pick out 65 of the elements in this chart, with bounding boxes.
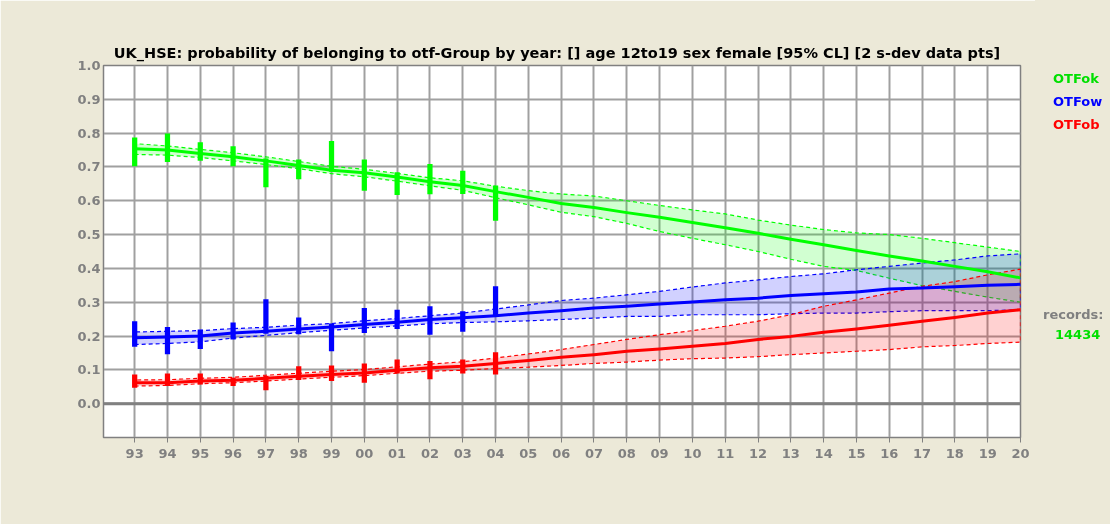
bar	[394, 359, 400, 374]
x-tick-label: 07	[584, 445, 604, 461]
x-tick-label: 95	[191, 445, 210, 461]
x-tick-label: 20	[1011, 445, 1030, 461]
x-tick-label: 09	[650, 445, 669, 461]
x-tick-label: 16	[880, 445, 899, 461]
x-tick-label: 11	[716, 445, 735, 461]
y-tick-label: 0.4	[77, 260, 101, 276]
text: 14434	[1055, 326, 1101, 344]
x-tick-label: 99	[322, 445, 341, 461]
bar	[492, 185, 499, 221]
x-tick-label: 14	[814, 445, 833, 461]
x-tick-label: 01	[388, 445, 407, 461]
y-tick-label: 0.6	[77, 193, 101, 209]
y-tick-label: 0.7	[77, 159, 101, 175]
chart-title: UK_HSE: probability of belonging to otf-Group by year: [] age 12to19 sex female [95% CL] [2 s-dev data pts]	[113, 44, 1001, 62]
y-tick-label: 0.0	[77, 396, 101, 412]
text: OTFok	[1053, 70, 1099, 88]
y-tick-label: 0.9	[77, 91, 101, 107]
x-tick-label: 06	[552, 445, 571, 461]
bar	[328, 365, 335, 382]
x-tick-label: 00	[355, 445, 374, 461]
y-tick-label: 0.1	[77, 362, 101, 378]
bar	[263, 299, 269, 334]
x-tick-label: 05	[519, 445, 538, 461]
text: OTFob	[1053, 116, 1100, 134]
y-tick-label: 1.0	[77, 58, 101, 73]
x-tick-label: 15	[847, 445, 866, 461]
bar	[263, 158, 269, 188]
bar	[296, 317, 302, 335]
x-tick-label: 13	[781, 445, 800, 461]
x-tick-label: 10	[683, 445, 702, 461]
bar	[361, 159, 367, 191]
x-tick-label: 04	[486, 445, 505, 461]
x-tick-label: 02	[420, 445, 439, 461]
x-tick-label: 17	[913, 445, 932, 461]
bar	[460, 359, 466, 374]
bar	[394, 309, 400, 329]
bar	[361, 307, 367, 333]
bar	[460, 311, 466, 332]
x-tick-label: 12	[748, 445, 768, 461]
y-tick-label: 0.3	[77, 294, 101, 310]
bar	[492, 286, 499, 316]
x-tick-label: 08	[617, 445, 636, 461]
x-tick-label: 96	[224, 445, 243, 461]
bar	[427, 306, 433, 335]
y-tick-label: 0.2	[77, 328, 101, 344]
bar	[427, 361, 433, 380]
x-tick-label: 97	[256, 445, 275, 461]
text: OTFow	[1053, 93, 1103, 111]
bar	[296, 366, 302, 381]
bar	[460, 170, 466, 195]
bar	[394, 172, 400, 196]
x-tick-label: 93	[125, 445, 144, 461]
x-tick-label: 03	[453, 445, 472, 461]
bar	[427, 163, 433, 195]
x-tick-label: 19	[978, 445, 997, 461]
x-tick-label: 94	[158, 445, 177, 461]
bar	[296, 159, 302, 180]
bar	[492, 352, 499, 375]
x-tick-label: 98	[289, 445, 308, 461]
text: records:	[1043, 306, 1104, 324]
y-tick-label: 0.8	[77, 125, 101, 141]
y-tick-label: 0.5	[77, 227, 101, 243]
x-tick-label: 18	[945, 445, 964, 461]
